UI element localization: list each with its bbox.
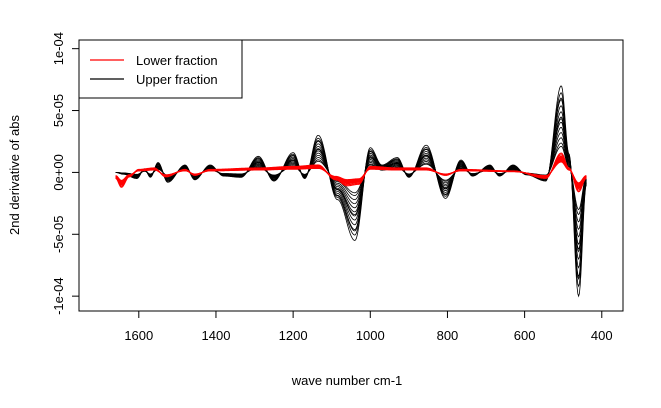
y-tick-label: 5e-05 [51, 94, 66, 127]
spectrum-line [115, 118, 587, 251]
x-tick-label: 1600 [124, 328, 153, 343]
x-tick-label: 600 [514, 328, 536, 343]
x-tick-label: 800 [437, 328, 459, 343]
x-axis: 1600 1400 1200 1000 800 600 400 [124, 310, 613, 343]
x-axis-title: wave number cm-1 [291, 373, 403, 388]
y-axis-title: 2nd derivative of abs [7, 115, 22, 235]
spectrum-line [115, 152, 587, 193]
x-tick-label: 400 [591, 328, 613, 343]
x-tick-label: 1400 [202, 328, 231, 343]
legend-label-lower-fraction: Lower fraction [136, 53, 218, 68]
legend-box [78, 39, 243, 99]
y-tick-label: -5e-05 [51, 215, 66, 253]
legend-label-upper-fraction: Upper fraction [136, 72, 218, 87]
legend: Lower fraction Upper fraction [78, 39, 243, 99]
x-tick-label: 1000 [356, 328, 385, 343]
x-tick-label: 1200 [279, 328, 308, 343]
series-lower-fraction [115, 152, 587, 193]
y-tick-label: 1e-04 [51, 32, 66, 65]
spectrum-line [115, 97, 587, 281]
y-tick-label: -1e-04 [51, 277, 66, 315]
spectrum-line [115, 161, 587, 184]
y-axis: -1e-04 -5e-05 0e+00 5e-05 1e-04 [51, 32, 80, 315]
y-tick-label: 0e+00 [51, 154, 66, 191]
